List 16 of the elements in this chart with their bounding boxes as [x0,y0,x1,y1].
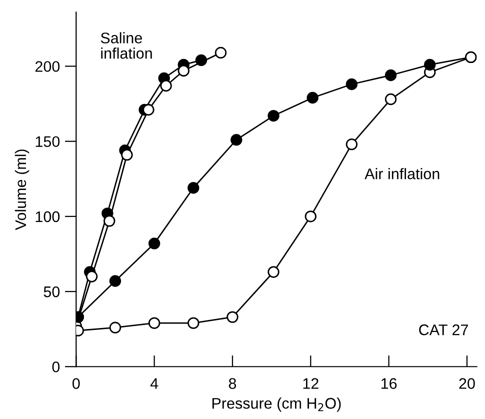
y-axis-title: Volume (ml) [14,150,30,230]
x-tick-label: 8 [228,378,236,389]
y-tick-label: 150 [36,136,60,148]
x-tick-label: 16 [381,378,397,389]
annotation: CAT 27 [419,324,468,336]
x-tick-label: 4 [150,378,158,389]
y-tick-label: 50 [44,286,60,298]
x-axis-title: Pressure (cm H$_{2}$O) [212,398,341,412]
x-tick-label: 12 [303,378,318,389]
x-tick-label: 0 [72,378,80,389]
y-tick-label: 200 [35,61,60,72]
annotation: Air inflation [364,168,440,180]
annotation: Saline inflation [100,32,152,59]
x-tick-label: 20 [459,378,475,389]
y-tick-label: 100 [36,211,60,222]
y-tick-label: 0 [52,361,60,372]
